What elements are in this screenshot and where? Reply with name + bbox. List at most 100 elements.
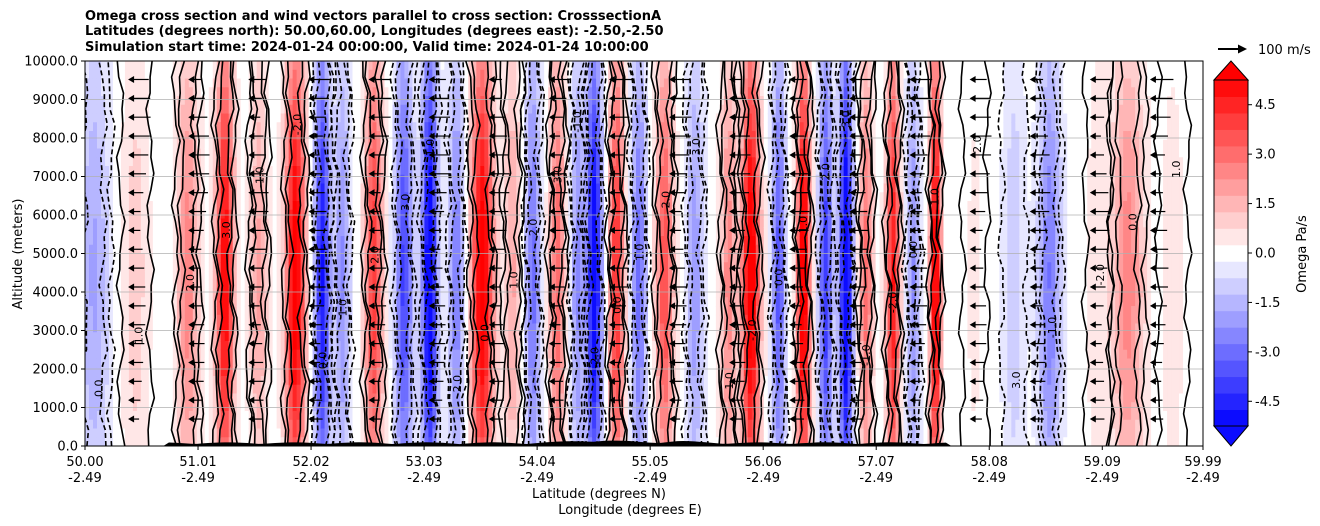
omega-cell <box>224 113 230 123</box>
omega-cell <box>208 139 214 150</box>
omega-cell <box>400 428 406 438</box>
omega-cell <box>276 201 282 211</box>
omega-cell <box>85 61 90 71</box>
omega-cell <box>532 332 537 342</box>
omega-cell <box>164 271 170 281</box>
omega-cell <box>476 69 481 80</box>
omega-cell <box>512 402 517 412</box>
omega-cell <box>288 209 294 220</box>
omega-cell <box>444 297 449 307</box>
omega-cell <box>292 227 298 237</box>
omega-cell <box>104 69 110 80</box>
omega-cell <box>92 122 98 132</box>
omega-cell <box>356 358 362 368</box>
omega-cell <box>272 402 278 412</box>
omega-cell <box>416 236 421 246</box>
omega-cell <box>488 402 493 412</box>
omega-cell <box>480 297 485 307</box>
omega-cell <box>272 166 278 176</box>
omega-cell <box>144 61 150 71</box>
omega-cell <box>240 279 246 290</box>
omega-cell <box>184 96 190 106</box>
omega-cell <box>100 367 106 377</box>
omega-cell <box>96 122 102 132</box>
omega-cell <box>412 349 417 360</box>
omega-cell <box>440 218 445 228</box>
omega-cell <box>292 139 298 150</box>
omega-cell <box>532 78 537 88</box>
omega-cell <box>308 271 314 281</box>
omega-cell <box>140 236 146 246</box>
omega-cell <box>276 87 282 97</box>
omega-cell <box>172 358 178 368</box>
omega-cell <box>85 236 90 246</box>
omega-cell <box>528 349 533 360</box>
omega-cell <box>224 297 230 307</box>
omega-cell <box>208 393 214 403</box>
omega-cell <box>224 69 230 80</box>
omega-cell <box>320 87 326 97</box>
omega-cell <box>208 192 214 202</box>
omega-cell <box>116 428 122 438</box>
omega-cell <box>104 131 110 141</box>
omega-cell <box>92 218 98 228</box>
omega-cell <box>104 209 110 220</box>
omega-cell <box>360 209 366 220</box>
omega-cell <box>248 122 254 132</box>
omega-cell <box>112 297 118 307</box>
omega-cell <box>112 78 118 88</box>
omega-cell <box>476 201 481 211</box>
omega-cell <box>528 358 533 368</box>
omega-cell <box>256 419 262 430</box>
omega-cell <box>404 148 410 158</box>
omega-cell <box>184 236 190 246</box>
omega-cell <box>280 341 286 351</box>
omega-cell <box>132 253 138 263</box>
omega-cell <box>276 192 282 202</box>
omega-cell <box>416 271 421 281</box>
omega-cell <box>400 306 406 316</box>
omega-cell <box>384 192 390 202</box>
omega-cell <box>236 411 242 421</box>
omega-cell <box>96 157 102 167</box>
omega-cell <box>256 341 262 351</box>
omega-cell <box>352 96 358 106</box>
omega-cell <box>85 341 90 351</box>
omega-cell <box>452 139 457 150</box>
omega-cell <box>400 104 406 115</box>
omega-cell <box>88 69 94 80</box>
omega-cell <box>268 192 274 202</box>
omega-cell <box>244 288 250 298</box>
omega-cell <box>400 376 406 386</box>
omega-cell <box>448 113 453 123</box>
omega-cell <box>92 271 98 281</box>
omega-cell <box>512 192 517 202</box>
omega-cell <box>268 69 274 80</box>
omega-cell <box>156 297 162 307</box>
omega-cell <box>508 314 513 325</box>
omega-cell <box>232 166 238 176</box>
omega-cell <box>388 341 394 351</box>
omega-cell <box>184 139 190 150</box>
omega-cell <box>256 157 262 167</box>
omega-cell <box>340 262 346 272</box>
omega-cell <box>476 314 481 325</box>
omega-cell <box>496 428 501 438</box>
omega-cell <box>108 411 114 421</box>
omega-cell <box>85 122 90 132</box>
omega-cell <box>128 271 134 281</box>
omega-cell <box>152 358 158 368</box>
omega-cell <box>528 131 533 141</box>
omega-cell <box>356 306 362 316</box>
omega-cell <box>208 148 214 158</box>
omega-cell <box>500 253 505 263</box>
omega-cell <box>208 87 214 97</box>
omega-cell <box>276 271 282 281</box>
omega-cell <box>236 428 242 438</box>
omega-cell <box>128 402 134 412</box>
omega-cell <box>480 271 485 281</box>
omega-cell <box>292 157 298 167</box>
omega-cell <box>168 61 174 71</box>
omega-cell <box>116 131 122 141</box>
omega-cell <box>144 253 150 263</box>
